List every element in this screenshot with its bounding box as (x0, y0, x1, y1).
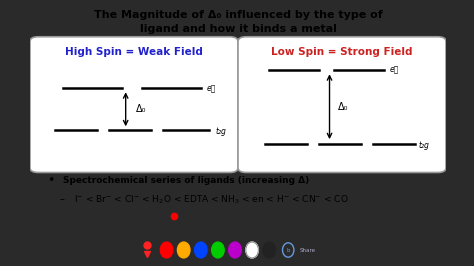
Text: Δ₀: Δ₀ (136, 104, 146, 114)
Text: The Magnitude of Δ₀ influenced by the type of: The Magnitude of Δ₀ influenced by the ty… (94, 10, 383, 19)
Text: –: – (59, 194, 64, 204)
Text: Spectrochemical series of ligands (increasing Δ): Spectrochemical series of ligands (incre… (64, 176, 310, 185)
Text: ligand and how it binds a metal: ligand and how it binds a metal (139, 24, 337, 34)
Text: eᵴ: eᵴ (207, 84, 216, 93)
Text: t₂g: t₂g (419, 141, 430, 149)
Text: t₂g: t₂g (215, 127, 226, 136)
Text: b: b (286, 248, 290, 253)
Circle shape (229, 242, 241, 258)
Circle shape (160, 242, 173, 258)
Circle shape (194, 242, 207, 258)
FancyBboxPatch shape (30, 37, 238, 172)
Text: eᵴ: eᵴ (390, 65, 399, 74)
Text: I$^{-}$ < Br$^{-}$ < Cl$^{-}$ < H$_2$O < EDTA < NH$_3$ < en < H$^{-}$ < CN$^{-}$: I$^{-}$ < Br$^{-}$ < Cl$^{-}$ < H$_2$O <… (73, 193, 348, 206)
Text: Δ₀: Δ₀ (338, 102, 348, 112)
Circle shape (246, 242, 258, 258)
Text: Share: Share (299, 247, 315, 252)
Text: Low Spin = Strong Field: Low Spin = Strong Field (271, 47, 413, 57)
Circle shape (177, 242, 190, 258)
Text: •: • (46, 174, 54, 187)
FancyBboxPatch shape (238, 37, 446, 172)
Circle shape (263, 242, 275, 258)
Circle shape (211, 242, 224, 258)
Text: High Spin = Weak Field: High Spin = Weak Field (65, 47, 203, 57)
